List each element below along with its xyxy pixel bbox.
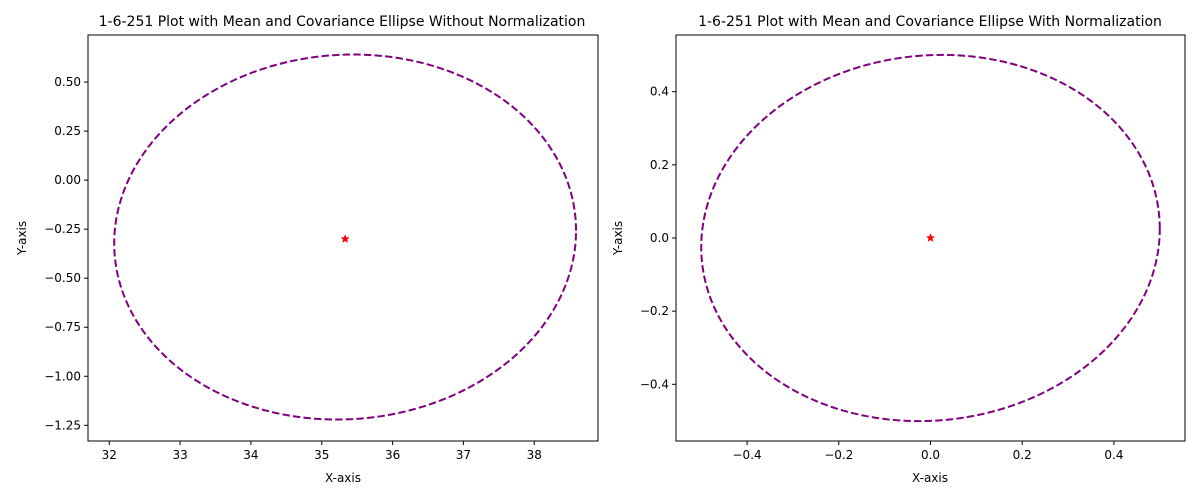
x-tick-label: 35 bbox=[314, 448, 329, 462]
y-tick-label: −1.25 bbox=[44, 418, 81, 432]
x-tick-label: −0.2 bbox=[824, 448, 853, 462]
y-tick-label: −0.75 bbox=[44, 320, 81, 334]
y-axis-label: Y-axis bbox=[15, 221, 29, 256]
y-tick-label: −0.25 bbox=[44, 222, 81, 236]
y-tick-label: 0.50 bbox=[54, 75, 81, 89]
y-tick-label: 0.00 bbox=[54, 173, 81, 187]
x-tick-label: 0.2 bbox=[1013, 448, 1032, 462]
covariance-ellipse bbox=[113, 53, 578, 421]
y-axis-ticks: −1.25 −1.00 −0.75 −0.50 −0.25 0.00 0.25 0.50 bbox=[44, 75, 88, 432]
axes-frame bbox=[87, 34, 599, 442]
x-tick-label: 36 bbox=[385, 448, 400, 462]
covariance-ellipse bbox=[700, 53, 1161, 423]
y-tick-label: 0.4 bbox=[650, 85, 669, 99]
y-tick-label: −1.00 bbox=[44, 369, 81, 383]
x-tick-label: 32 bbox=[102, 448, 117, 462]
mean-marker bbox=[925, 233, 936, 242]
y-tick-label: 0.0 bbox=[650, 231, 669, 245]
y-axis-ticks: −0.4 −0.2 0.0 0.2 0.4 bbox=[640, 85, 676, 391]
left-chart-panel: 1-6-251 Plot with Mean and Covariance El… bbox=[15, 14, 599, 485]
y-tick-label: −0.4 bbox=[640, 377, 669, 391]
x-axis-label: X-axis bbox=[325, 471, 361, 485]
x-tick-label: 37 bbox=[456, 448, 471, 462]
plot-area-right bbox=[700, 53, 1161, 423]
mean-marker bbox=[340, 234, 350, 243]
x-tick-label: 33 bbox=[172, 448, 187, 462]
y-axis-label: Y-axis bbox=[611, 221, 625, 256]
x-tick-label: 38 bbox=[527, 448, 542, 462]
x-tick-label: 0.0 bbox=[921, 448, 940, 462]
chart-title: 1-6-251 Plot with Mean and Covariance El… bbox=[99, 14, 586, 30]
y-tick-label: 0.2 bbox=[650, 158, 669, 172]
x-axis-ticks: −0.4 −0.2 0.0 0.2 0.4 bbox=[733, 441, 1123, 462]
x-tick-label: −0.4 bbox=[733, 448, 762, 462]
y-tick-label: 0.25 bbox=[54, 124, 81, 138]
x-axis-ticks: 32 33 34 35 36 37 38 bbox=[102, 441, 542, 462]
x-tick-label: 34 bbox=[243, 448, 258, 462]
y-tick-label: −0.2 bbox=[640, 304, 669, 318]
y-tick-label: −0.50 bbox=[44, 271, 81, 285]
plot-area-left bbox=[113, 53, 578, 421]
right-chart-panel: 1-6-251 Plot with Mean and Covariance El… bbox=[611, 14, 1186, 485]
chart-title: 1-6-251 Plot with Mean and Covariance El… bbox=[698, 14, 1162, 30]
x-axis-label: X-axis bbox=[912, 471, 948, 485]
x-tick-label: 0.4 bbox=[1104, 448, 1123, 462]
